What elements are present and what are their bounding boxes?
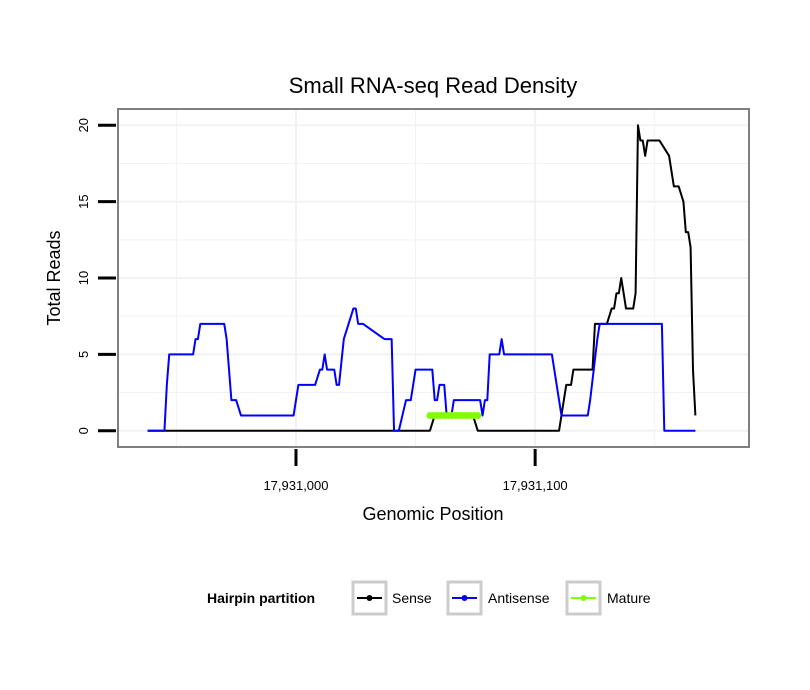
chart-title: Small RNA-seq Read Density — [289, 73, 578, 98]
y-tick-label: 0 — [76, 427, 91, 434]
y-tick-label: 10 — [76, 271, 91, 285]
legend-dot-mature — [580, 595, 587, 601]
grid — [119, 110, 748, 446]
series-line-sense — [147, 124, 697, 432]
legend-item-antisense: Antisense — [446, 580, 550, 616]
legend-dot-antisense — [461, 595, 468, 601]
x-tick-label: 17,931,000 — [263, 478, 328, 493]
legend-dot-sense — [366, 595, 373, 601]
legend-label-mature: Mature — [607, 590, 651, 606]
y-tick-label: 15 — [76, 194, 91, 208]
series-line-antisense — [147, 307, 696, 432]
y-axis-label: Total Reads — [44, 230, 64, 325]
legend-title: Hairpin partition — [207, 590, 315, 606]
series-layer — [147, 124, 697, 432]
legend-item-sense: Sense — [351, 580, 432, 616]
legend-label-sense: Sense — [392, 590, 432, 606]
series-point-mature — [474, 411, 482, 419]
y-tick-label: 20 — [76, 118, 91, 132]
y-tick-label: 5 — [76, 351, 91, 358]
legend-label-antisense: Antisense — [488, 590, 550, 606]
legend-item-mature: Mature — [565, 580, 651, 616]
panel-border — [117, 108, 750, 448]
x-axis-label: Genomic Position — [362, 504, 503, 524]
axes: 0 5 10 15 20 17,931,000 17,931,100 — [76, 118, 568, 493]
legend: Hairpin partition Sense Antisense Mature — [207, 580, 651, 616]
x-tick-label: 17,931,100 — [503, 478, 568, 493]
